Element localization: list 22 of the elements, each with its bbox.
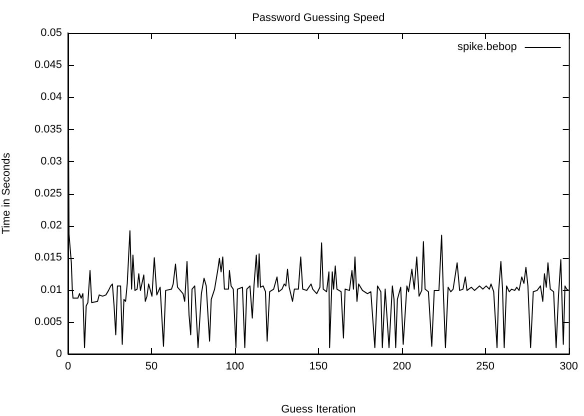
y-tick-label: 0.035 [34,123,62,136]
y-tick-label: 0.045 [34,59,62,72]
x-tick-label: 250 [476,360,495,373]
y-axis-title: Time in Seconds [0,152,13,234]
y-tick-label: 0.05 [40,27,62,40]
y-tick-label: 0.01 [40,284,62,296]
y-tick-label: 0.03 [40,155,62,168]
y-tick-label: 0.04 [40,91,62,104]
y-tick-label: 0.015 [34,252,62,264]
x-tick-label: 0 [64,360,72,373]
legend-label: spike.bebop [457,41,517,54]
x-tick-label: 150 [309,360,328,373]
y-tick-label: 0.025 [34,188,62,200]
x-tick-label: 100 [226,360,244,373]
chart-title: Password Guessing Speed [252,12,385,24]
x-tick-label: 300 [560,360,578,373]
y-tick-label: 0 [56,348,62,360]
x-tick-label: 50 [145,360,158,373]
y-tick-label: 0.005 [34,316,62,328]
y-tick-label: 0.02 [40,220,62,232]
x-tick-label: 200 [392,360,412,373]
x-axis-title: Guess Iteration [281,403,356,416]
